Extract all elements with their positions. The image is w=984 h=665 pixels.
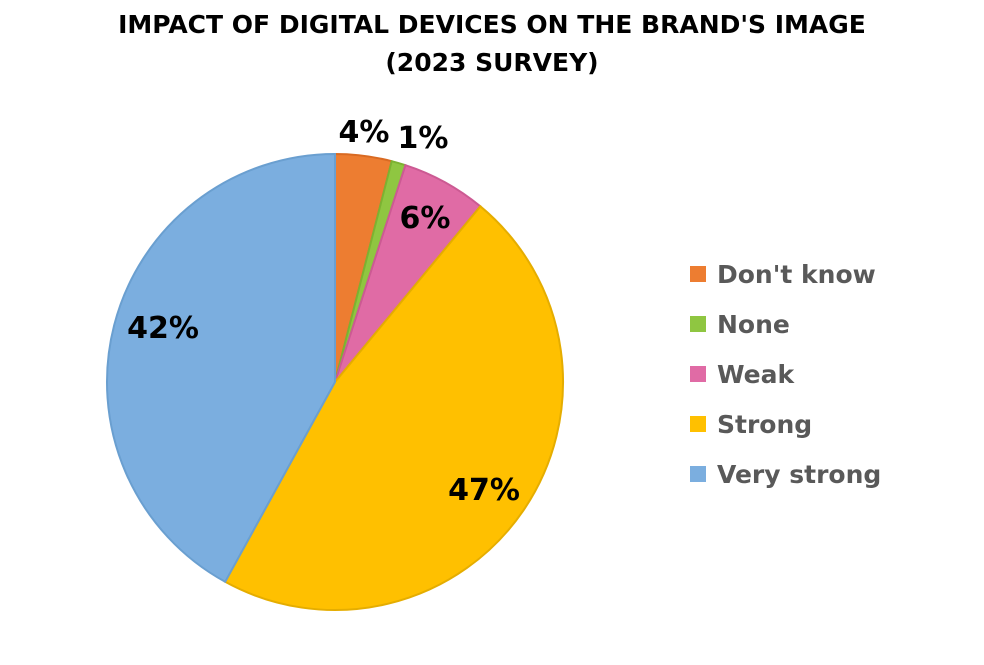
legend-label-none: None	[717, 310, 790, 339]
legend-swatch-weak	[690, 366, 706, 382]
legend-swatch-very-strong	[690, 466, 706, 482]
legend: Don't know None Weak Strong Very strong	[690, 260, 881, 489]
chart-title: IMPACT OF DIGITAL DEVICES ON THE BRAND'S…	[0, 6, 984, 82]
pie-slices	[106, 152, 565, 611]
legend-swatch-strong	[690, 416, 706, 432]
data-label-very-strong: 42%	[127, 311, 199, 346]
pie-data-labels: 4% 1% 6% 47% 42%	[127, 115, 520, 508]
legend-swatch-don-t-know	[690, 266, 706, 282]
legend-swatch-none	[690, 316, 706, 332]
chart-title-line1: IMPACT OF DIGITAL DEVICES ON THE BRAND'S…	[118, 10, 866, 39]
pie-slice-very-strong	[106, 152, 336, 584]
chart-subtitle: (2023 SURVEY)	[385, 48, 599, 77]
data-label-none: 1%	[398, 121, 449, 156]
data-label-don-t-know: 4%	[339, 115, 390, 150]
legend-label-weak: Weak	[717, 360, 796, 389]
pie-slice-strong	[223, 204, 565, 611]
legend-label-don-t-know: Don't know	[717, 260, 876, 289]
legend-label-strong: Strong	[717, 410, 812, 439]
data-label-strong: 47%	[448, 473, 520, 508]
legend-label-very-strong: Very strong	[717, 460, 881, 489]
data-label-weak: 6%	[400, 201, 451, 236]
